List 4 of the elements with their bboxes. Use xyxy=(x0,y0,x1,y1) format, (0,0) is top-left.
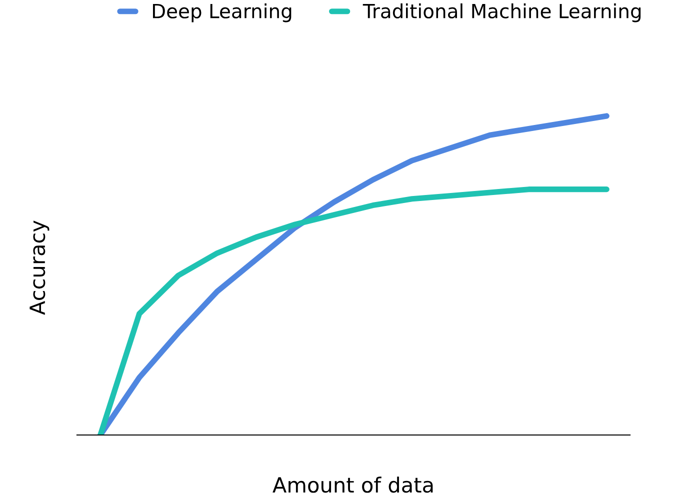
y-axis-title: Accuracy xyxy=(30,220,50,315)
x-axis-title: Amount of data xyxy=(272,476,433,493)
legend-label: Deep Learning xyxy=(152,3,292,22)
legend-label: Traditional Machine Learning xyxy=(362,3,641,22)
